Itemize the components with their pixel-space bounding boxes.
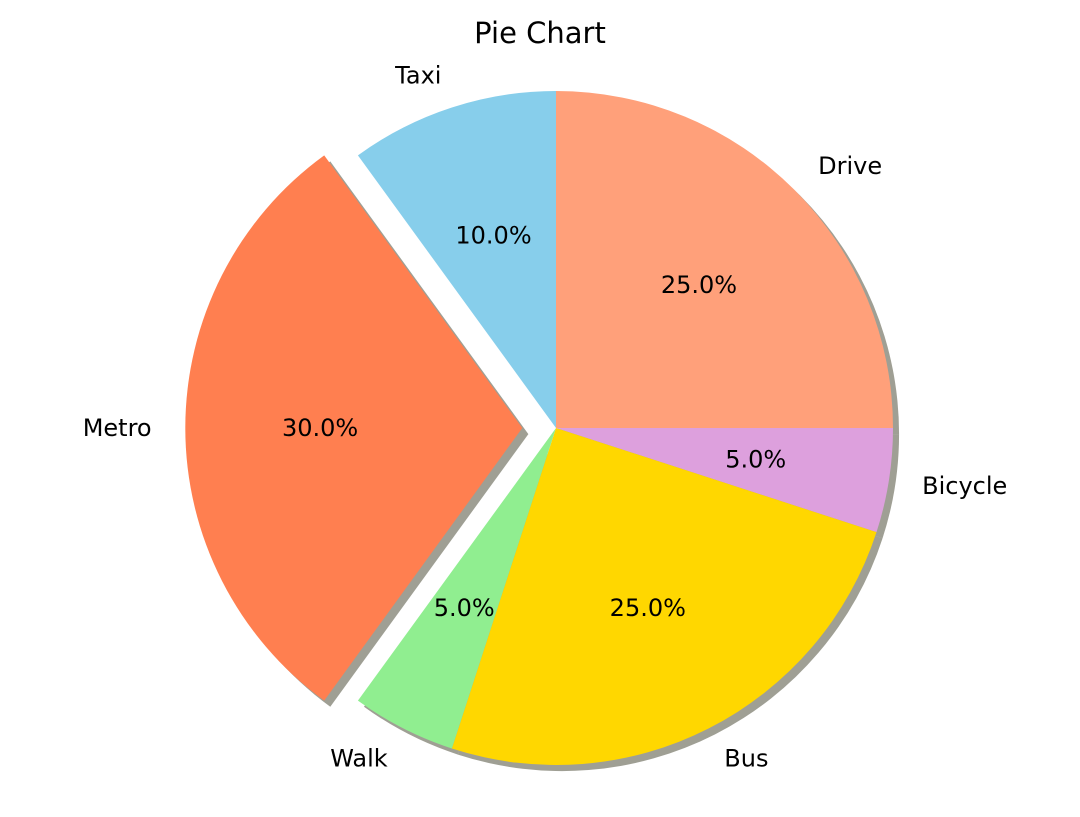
pct-label-bus: 25.0% (610, 594, 686, 622)
pie-slice-metro (185, 155, 523, 701)
pct-label-drive: 25.0% (661, 271, 737, 299)
pct-label-bicycle: 5.0% (725, 446, 786, 474)
pct-label-walk: 5.0% (434, 594, 495, 622)
pie-slice-bus (451, 428, 877, 765)
slice-label-bus: Bus (724, 744, 768, 772)
slice-label-bicycle: Bicycle (922, 472, 1007, 500)
pie-slice-drive (556, 91, 893, 428)
chart-title: Pie Chart (474, 16, 606, 50)
pie-slice-walk (357, 428, 556, 749)
slice-label-walk: Walk (330, 744, 388, 772)
slice-layer (185, 91, 893, 765)
pie-slice-taxi (357, 91, 556, 428)
label-layer: 25.0% Drive 5.0% Bicycle 25.0% Bus 5.0% Walk 30.… (83, 61, 1008, 772)
pie-slice-bicycle (556, 428, 893, 533)
pct-label-taxi: 10.0% (455, 222, 531, 250)
slice-label-drive: Drive (818, 152, 882, 180)
slice-label-metro: Metro (83, 414, 152, 442)
pct-label-metro: 30.0% (282, 414, 358, 442)
slice-label-taxi: Taxi (394, 61, 441, 89)
